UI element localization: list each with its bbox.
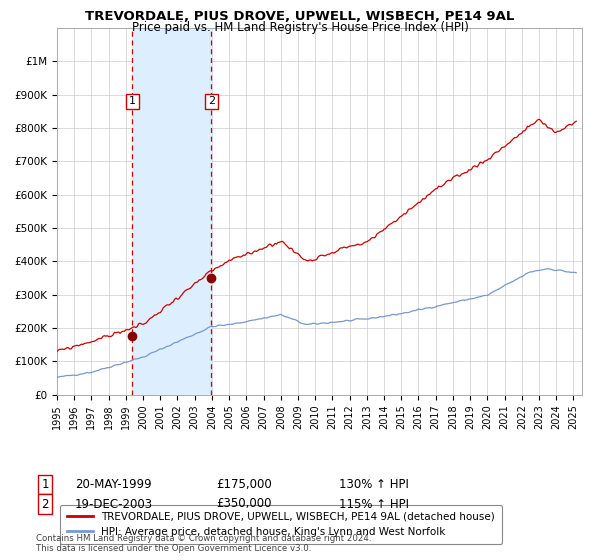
Text: Contains HM Land Registry data © Crown copyright and database right 2024.
This d: Contains HM Land Registry data © Crown c… [36, 534, 371, 553]
Text: £175,000: £175,000 [216, 478, 272, 491]
Bar [133, 28, 211, 395]
Text: 19-DEC-2003: 19-DEC-2003 [75, 497, 153, 511]
Text: 20-MAY-1999: 20-MAY-1999 [75, 478, 152, 491]
Text: 2: 2 [41, 497, 49, 511]
Text: £350,000: £350,000 [216, 497, 271, 511]
Text: 1: 1 [41, 478, 49, 491]
Text: 115% ↑ HPI: 115% ↑ HPI [339, 497, 409, 511]
Text: 2: 2 [208, 96, 215, 106]
Text: 130% ↑ HPI: 130% ↑ HPI [339, 478, 409, 491]
Text: TREVORDALE, PIUS DROVE, UPWELL, WISBECH, PE14 9AL: TREVORDALE, PIUS DROVE, UPWELL, WISBECH,… [85, 10, 515, 23]
Text: 1: 1 [129, 96, 136, 106]
Legend: TREVORDALE, PIUS DROVE, UPWELL, WISBECH, PE14 9AL (detached house), HPI: Average: TREVORDALE, PIUS DROVE, UPWELL, WISBECH,… [59, 505, 502, 544]
Text: Price paid vs. HM Land Registry's House Price Index (HPI): Price paid vs. HM Land Registry's House … [131, 21, 469, 34]
